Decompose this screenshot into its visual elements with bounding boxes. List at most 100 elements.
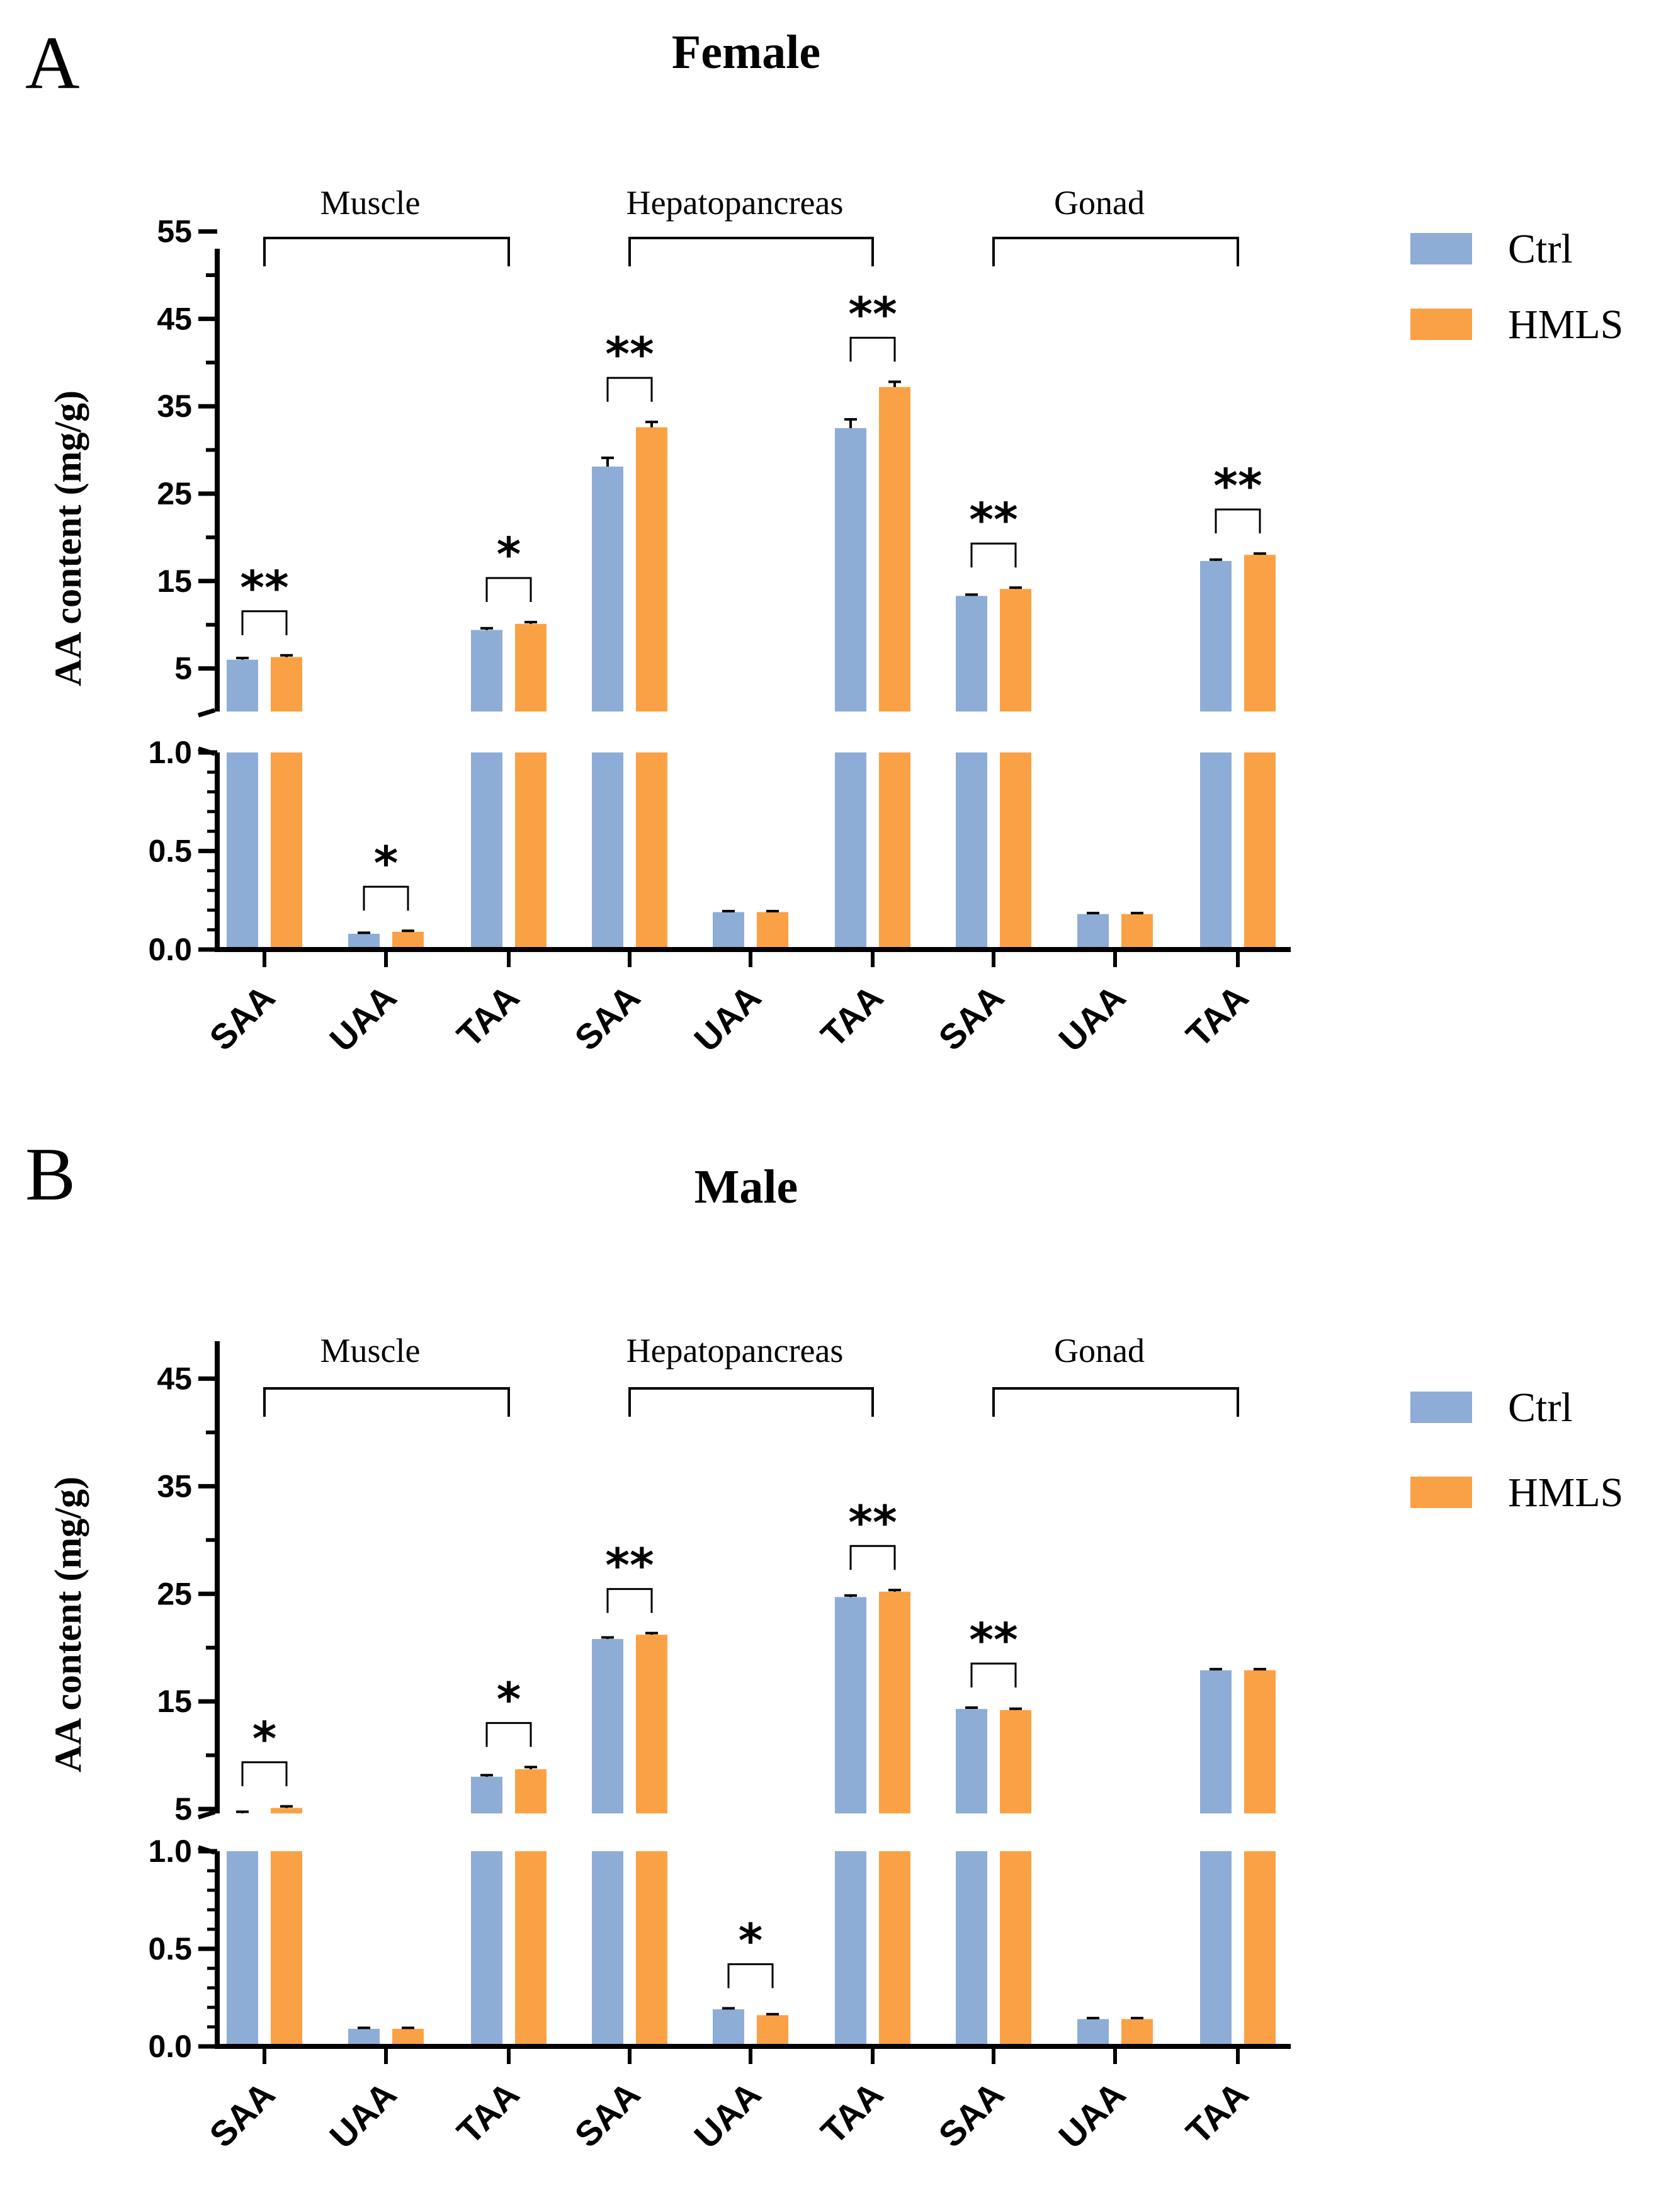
panel-b-group-label-2: Gonad xyxy=(1054,1332,1145,1370)
panel-b-ytick-lower-2: 1.0 xyxy=(148,1834,192,1869)
panel-a-bar-hmls-6 xyxy=(1000,589,1031,712)
panel-a-xtick-label-5: TAA xyxy=(813,977,890,1055)
panel-b-title: Male xyxy=(694,1160,798,1213)
panel-b-xtick-label-3: SAA xyxy=(567,2074,647,2155)
panel-b-bar-ctrl-6 xyxy=(956,1709,987,1813)
panel-a-sig-label-6: ** xyxy=(969,493,1017,547)
panel-b-bar-hmls-2 xyxy=(515,1769,547,1813)
panel-a-ylabel: AA content (mg/g) xyxy=(47,390,89,686)
panel-a-xtick-label-2: TAA xyxy=(449,977,526,1055)
panel-b-sig-bracket-2 xyxy=(485,1721,532,1747)
panel-a-legend-swatch-ctrl xyxy=(1410,233,1472,264)
panel-a-ytick-lower-0: 0.0 xyxy=(148,932,192,967)
panel-b-bar-lower-ctrl-8 xyxy=(1200,1851,1232,2046)
panel-b-sig-bracket-6 xyxy=(970,1662,1017,1688)
panel-b-sig-bracket-3 xyxy=(606,1588,653,1613)
panel-a-sig-bracket-0 xyxy=(241,610,288,635)
panel-b-bar-hmls-6 xyxy=(1000,1710,1031,1813)
panel-a-bar-ctrl-6 xyxy=(956,596,987,712)
panel-b-legend-swatch-ctrl xyxy=(1410,1392,1472,1423)
panel-b-bar-hmls-3 xyxy=(636,1635,667,1813)
panel-a-sig-label-8: ** xyxy=(1213,459,1262,513)
panel-a-group-label-0: Muscle xyxy=(320,184,421,222)
panel-a-ytick-upper-0: 5 xyxy=(174,651,192,686)
panel-a-bar-ctrl-4 xyxy=(713,912,744,950)
panel-b-group-label-0: Muscle xyxy=(320,1332,421,1370)
panel-a-xtick-label-0: SAA xyxy=(201,977,282,1058)
panel-b-xtick-label-4: UAA xyxy=(686,2074,768,2156)
panel-a-group-bracket-2 xyxy=(992,237,1239,266)
panel-a-sig-bracket-3 xyxy=(606,377,653,402)
panel-a-bar-hmls-1 xyxy=(392,931,424,950)
panel-b-sig-label-3: ** xyxy=(605,1539,654,1593)
panel-b-sig-bracket-5 xyxy=(849,1545,896,1570)
panel-a-legend-label-ctrl: Ctrl xyxy=(1508,226,1573,272)
panel-b-group-bracket-0 xyxy=(263,1387,510,1417)
panel-a-group-bracket-1 xyxy=(628,237,874,266)
panel-a-bar-hmls-4 xyxy=(757,912,788,950)
panel-b-axis-break-upper xyxy=(197,1810,216,1820)
panel-b-sig-label-5: ** xyxy=(848,1495,897,1550)
panel-b-xtick-label-6: SAA xyxy=(931,2074,1011,2155)
panel-a-bar-lower-ctrl-6 xyxy=(956,752,987,950)
panel-a-sig-bracket-8 xyxy=(1215,508,1261,534)
panel-b-sig-label-2: * xyxy=(497,1672,521,1727)
panel-b-sig-label-4: * xyxy=(739,1914,763,1968)
panel-b-bar-hmls-1 xyxy=(392,2029,424,2046)
panel-a-bar-lower-ctrl-3 xyxy=(592,752,623,950)
panel-a-legend-label-hmls: HMLS xyxy=(1508,302,1623,348)
panel-a-bar-lower-hmls-2 xyxy=(515,752,547,950)
panel-b-ytick-upper-3: 35 xyxy=(157,1468,192,1504)
panel-b-xtick-label-1: UAA xyxy=(322,2074,404,2156)
panel-a-bar-lower-hmls-0 xyxy=(271,752,302,950)
panel-a-bar-lower-hmls-6 xyxy=(1000,752,1031,950)
panel-b-ylabel: AA content (mg/g) xyxy=(47,1477,89,1772)
panel-a-bar-hmls-3 xyxy=(636,427,667,712)
panel-a-bar-ctrl-2 xyxy=(471,630,502,712)
panel-a-sig-bracket-1 xyxy=(363,885,409,911)
panel-a-ytick-lower-2: 1.0 xyxy=(148,735,192,770)
panel-b-chart: 5 15 25 35 45 0.0 0.5 1.0 SAA UAA TAA SAA UAA TAA SAA U… xyxy=(148,1332,1623,2156)
panel-a-sig-label-2: * xyxy=(497,528,521,582)
panel-a-bar-hmls-7 xyxy=(1121,914,1153,950)
panel-b-xtick-label-0: SAA xyxy=(201,2074,282,2155)
panel-b-ytick-upper-0: 5 xyxy=(174,1791,192,1827)
panel-b-bar-lower-hmls-5 xyxy=(879,1851,910,2046)
panel-a-sig-label-1: * xyxy=(374,836,399,890)
panel-b-group-label-1: Hepatopancreas xyxy=(626,1332,844,1370)
panel-a-xtick-label-7: UAA xyxy=(1051,977,1133,1059)
panel-b-sig-label-0: * xyxy=(252,1712,277,1766)
panel-b-bar-ctrl-2 xyxy=(471,1776,502,1813)
panel-a-chart: 5 15 25 35 45 55 0.0 0.5 1.0 SAA UAA TAA SAA UAA TAA SA… xyxy=(148,184,1623,1059)
panel-b-legend-label-ctrl: Ctrl xyxy=(1508,1385,1573,1431)
panel-b-bar-ctrl-4 xyxy=(713,2009,744,2046)
panel-b-group-bracket-1 xyxy=(628,1387,874,1417)
panel-a-ytick-lower-1: 0.5 xyxy=(148,834,192,869)
panel-a-bar-hmls-5 xyxy=(879,387,910,712)
panel-a-xtick-label-1: UAA xyxy=(322,977,404,1059)
panel-b-ytick-upper-4: 45 xyxy=(157,1361,192,1396)
panel-a-bar-hmls-2 xyxy=(515,623,547,712)
panel-b-bar-lower-ctrl-5 xyxy=(835,1851,866,2046)
panel-a-sig-label-3: ** xyxy=(605,327,654,382)
panel-b-bar-ctrl-3 xyxy=(592,1639,623,1813)
panel-b-ytick-lower-0: 0.0 xyxy=(148,2029,192,2064)
panel-a-ytick-upper-5: 55 xyxy=(157,214,192,249)
panel-b-sig-label-6: ** xyxy=(969,1613,1017,1667)
panel-b-sig-bracket-0 xyxy=(241,1761,288,1786)
panel-b-bar-hmls-8 xyxy=(1244,1670,1276,1813)
panel-a-sig-label-0: ** xyxy=(240,561,288,615)
panel-b-legend-label-hmls: HMLS xyxy=(1508,1470,1623,1516)
panel-b-bar-ctrl-7 xyxy=(1077,2019,1109,2046)
panel-b-ytick-upper-2: 25 xyxy=(157,1576,192,1611)
panel-b-bar-lower-ctrl-2 xyxy=(471,1851,502,2046)
panel-b-xtick-label-7: UAA xyxy=(1051,2074,1133,2156)
panel-b-bar-hmls-4 xyxy=(757,2015,788,2046)
panel-a-bar-lower-ctrl-8 xyxy=(1200,752,1232,950)
panel-a-bar-ctrl-3 xyxy=(592,466,623,712)
panel-b-bar-hmls-5 xyxy=(879,1591,910,1813)
panel-b-xtick-label-8: TAA xyxy=(1178,2074,1255,2152)
panel-a-bar-lower-ctrl-5 xyxy=(835,752,866,950)
panel-b-ytick-upper-1: 15 xyxy=(157,1684,192,1719)
